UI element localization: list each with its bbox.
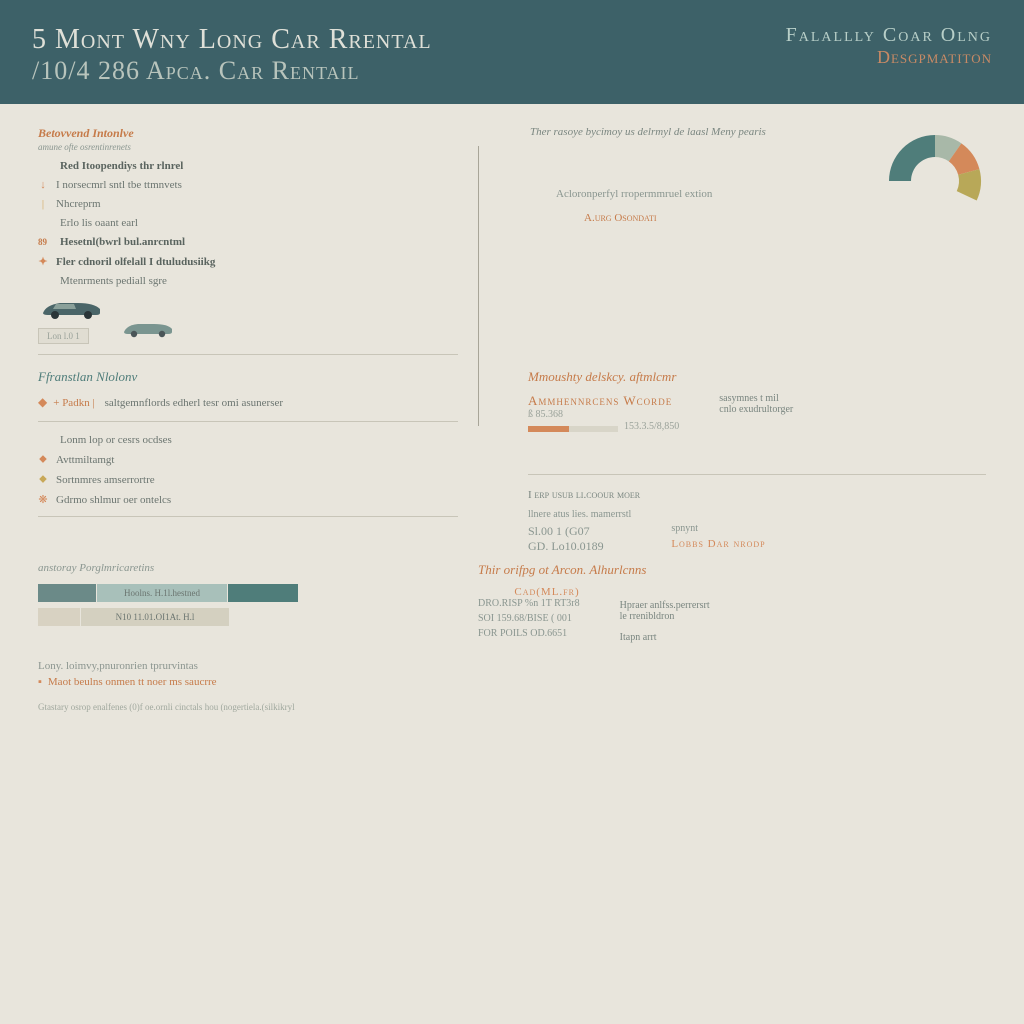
lower-desc: spnynt [671,523,765,534]
stat-val2: 153.3.5/8,850 [624,421,679,432]
item-text: Hesetnl(bwrl bul.anrcntml [60,236,185,248]
footer-line1: Lony. loimvy,pnuronrien tprurvintas [38,660,418,672]
section1: Betovvend Intonlve amune ofte osrentinre… [38,126,986,367]
badge-icon: 89 [38,237,52,247]
section3-right-header: Thir orifpg ot Arcon. Alhurlcnns [478,562,986,578]
footnote: Gtastary osrop enalfenes (0)f oe.ornli c… [38,702,418,712]
lower-label: Lobbs Dar nrodp [671,538,765,550]
section3: anstoray Porglmricaretins Hoolns. H.1l.h… [38,562,986,712]
divider [528,474,986,475]
section3-left: anstoray Porglmricaretins Hoolns. H.1l.h… [38,562,418,712]
item-text: Gdrmo shlmur oer ontelcs [56,494,171,506]
car-icon-1: Lon l.0 1 [38,295,106,344]
vertical-divider [478,146,479,426]
section3-header: anstoray Porglmricaretins [38,562,418,574]
section1-right: Ther rasoye bycimoy us delrmyl de laasl … [488,126,986,367]
header-title-line1: 5 Mont Wny Long Car Rrental [32,24,786,56]
list-item: ❋ Gdrmo shlmur oer ontelcs [38,493,458,506]
item-text: I norsecmrl sntl tbe ttmnvets [56,179,182,191]
item-text: Red Itoopendiys thr rlnrel [60,160,183,172]
lead-label: + Padkn | [53,397,94,409]
donut-chart [880,126,990,241]
content: Betovvend Intonlve amune ofte osrentinre… [0,104,1024,722]
header-right: Falallly Coar Olng Desgpmatiton [786,24,992,68]
section2-right: Mmoushty delskcy. aftmlcmr Ammhennrcens … [488,369,986,554]
section2-left: Ffranstlan Nlolonv ◆ + Padkn | saltgemnf… [38,369,458,554]
list-item: ⬥ Avttmiltamgt [38,453,458,466]
divider [38,354,458,355]
section2-right-header: Mmoushty delskcy. aftmlcmr [528,369,986,385]
list-item: ✦ Fler cdnoril olfelall I dtuludusiikg [38,255,458,268]
item-text: Sortnmres amserrortre [56,474,155,486]
divider [38,421,458,422]
header: 5 Mont Wny Long Car Rrental /10/4 286 Ap… [0,0,1024,104]
section1-header: Betovvend Intonlve [38,126,458,141]
lower-header: I erp usub li.coour moer [528,489,986,501]
list-item: | Nhcreprm [38,198,458,210]
lower-stat1: Sl.00 1 (G07 [528,524,631,539]
list-item: Erlo lis oaant earl [38,217,458,229]
list-item: ⬥ Sortnmres amserrortre [38,473,458,486]
car-row: Lon l.0 1 [38,295,458,344]
item-text: Avttmiltamgt [56,454,114,466]
lower-line: llnere atus lies. mamerrstl [528,509,631,520]
list-item: 89 Hesetnl(bwrl bul.anrcntml [38,236,458,248]
right-desc3: Itapn arrt [620,632,710,643]
list-item: Red Itoopendiys thr rlnrel [38,160,458,172]
right-l1: DRO.RISP %n 1T RT3r8 [478,598,580,609]
section1-left: Betovvend Intonlve amune ofte osrentinre… [38,126,458,367]
bullet-icon: ↓ [38,179,48,191]
item-text: Lonm lop or cesrs ocdses [60,434,172,446]
header-right-line1: Falallly Coar Olng [786,24,992,47]
stat-desc2: cnlo exudrultorger [719,404,793,415]
bar-segment: Hoolns. H.1l.hestned [97,584,227,602]
stat-val1: ß 85.368 [528,409,679,420]
bar-chart-row1: Hoolns. H.1l.hestned [38,584,418,602]
right-desc2: le rrenibldron [620,611,710,622]
item-text: Fler cdnoril olfelall I dtuludusiikg [56,256,215,268]
stat-desc1: sasymnes t mil [719,393,793,404]
header-left: 5 Mont Wny Long Car Rrental /10/4 286 Ap… [32,24,786,86]
lead-text: saltgemnflords edherl tesr omi asunerser [105,397,283,409]
bar-segment [228,584,298,602]
right-desc1: Hpraer anlfss.perrersrt [620,600,710,611]
footer-line2: ▪ Maot beulns onmen tt noer ms saucrre [38,676,418,688]
list-item: ↓ I norsecmrl sntl tbe ttmnvets [38,179,458,191]
list-item: Mtenrments pediall sgre [38,275,458,287]
bar-segment [38,584,96,602]
right-lbl: Cad(ML.fr) [478,586,580,598]
section2-header: Ffranstlan Nlolonv [38,369,458,385]
section3-right: Thir orifpg ot Arcon. Alhurlcnns Cad(ML.… [478,562,986,712]
bar-segment [38,608,80,626]
item-text: Nhcreprm [56,198,101,210]
bullet-icon: ❋ [38,493,48,506]
bar-chart-row2: N10 11.01.OI1At. H.l [38,608,418,626]
bullet-icon: ⬥ [38,473,48,486]
section2: Ffranstlan Nlolonv ◆ + Padkn | saltgemnf… [38,369,986,554]
stat-label: Ammhennrcens Wcorde [528,393,679,409]
footer-line2-text: Maot beulns onmen tt noer ms saucrre [48,676,217,688]
header-title-line2: /10/4 286 Apca. Car Rentail [32,56,786,86]
progress-bar [528,426,618,432]
right-l3: FOR POILS OD.6651 [478,628,580,639]
bar-segment: N10 11.01.OI1At. H.l [81,608,229,626]
car-icon-2 [120,317,178,344]
car-label: Lon l.0 1 [38,328,89,344]
bullet-icon: ⬥ [38,453,48,466]
divider [38,516,458,517]
bullet-icon: ✦ [38,255,48,268]
header-right-line2: Desgpmatiton [786,47,992,68]
item-text: Erlo lis oaant earl [60,217,138,229]
list-item: Lonm lop or cesrs ocdses [38,434,458,446]
item-text: Mtenrments pediall sgre [60,275,167,287]
section2-lead: ◆ + Padkn | saltgemnflords edherl tesr o… [38,395,283,410]
lower-stat2: GD. Lo10.0189 [528,539,631,554]
section1-subtext: amune ofte osrentinrenets [38,142,458,152]
bullet-icon: | [38,198,48,210]
right-l2: SOI 159.68/BISE ( 001 [478,613,580,624]
